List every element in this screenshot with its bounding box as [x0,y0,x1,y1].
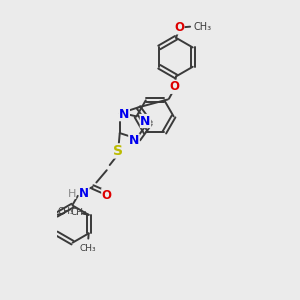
Text: O: O [169,80,179,93]
Text: H: H [68,189,76,199]
Text: N: N [79,187,89,200]
Text: O: O [174,21,184,34]
Text: CH₃: CH₃ [70,208,87,217]
Text: CH₃: CH₃ [80,244,96,253]
Text: CH₃: CH₃ [193,22,211,32]
Text: N: N [119,108,129,121]
Text: O: O [102,189,112,202]
Text: CH₃: CH₃ [58,207,74,216]
Text: N: N [129,134,139,147]
Text: S: S [113,144,123,158]
Text: N: N [140,115,151,128]
